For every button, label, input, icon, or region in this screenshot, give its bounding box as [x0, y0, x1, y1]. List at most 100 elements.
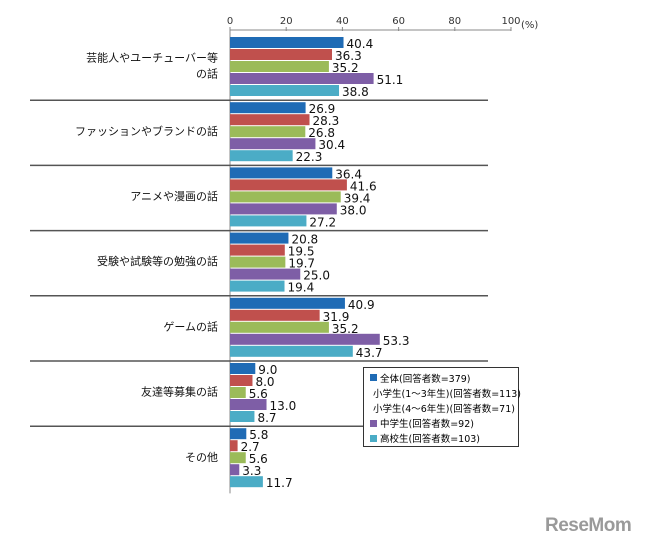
- legend-swatch: [370, 419, 377, 427]
- x-tick-label: 60: [392, 16, 405, 27]
- data-label: 19.4: [288, 281, 315, 295]
- legend-swatch: [370, 434, 377, 442]
- data-label: 5.8: [249, 428, 268, 442]
- data-label: 19.5: [288, 245, 315, 259]
- category-label: 芸能人やユーチューバー等: [86, 51, 218, 65]
- data-label: 13.0: [270, 399, 297, 413]
- data-label: 39.4: [344, 191, 371, 205]
- bar: [230, 73, 374, 84]
- bar: [230, 321, 329, 333]
- data-label: 26.9: [309, 102, 336, 116]
- data-label: 30.4: [318, 138, 345, 152]
- data-label: 3.3: [242, 464, 261, 478]
- data-label: 41.6: [350, 179, 377, 193]
- bar: [230, 399, 267, 410]
- data-label: 35.2: [332, 61, 359, 75]
- data-label: 36.3: [335, 49, 362, 63]
- bar: [230, 387, 246, 398]
- bar: [230, 114, 310, 126]
- data-label: 27.2: [309, 215, 336, 229]
- bar: [230, 126, 306, 138]
- bar: [230, 37, 344, 48]
- bar: [230, 203, 337, 215]
- bar: [230, 411, 255, 422]
- bar: [230, 167, 333, 179]
- data-label: 38.0: [340, 203, 367, 217]
- legend-label: 全体(回答者数=379): [380, 373, 471, 385]
- legend-label: 高校生(回答者数=103): [380, 434, 481, 446]
- data-label: 38.8: [342, 85, 369, 99]
- data-label: 9.0: [258, 363, 277, 377]
- bar: [230, 464, 240, 476]
- category-label: ファッションやブランドの話: [75, 124, 218, 138]
- bar: [230, 428, 247, 440]
- bar: [230, 268, 301, 280]
- category-label: 受験や試験等の勉強の話: [97, 254, 218, 268]
- unit-label: (%): [521, 20, 538, 31]
- bar: [230, 215, 307, 227]
- bar: [230, 85, 340, 96]
- legend-label: 小学生(4～6年生)(回答者数=71): [373, 403, 515, 415]
- data-label: 11.7: [266, 476, 293, 490]
- legend-label: 中学生(回答者数=92): [380, 419, 474, 431]
- data-label: 8.0: [255, 375, 274, 389]
- legend: 全体(回答者数=379) 小学生(1～3年生)(回答者数=113) 小学生(4～6年…: [363, 367, 521, 447]
- bar: [230, 179, 347, 191]
- bar: [230, 61, 329, 72]
- bar: [230, 345, 353, 357]
- data-label: 25.0: [303, 269, 330, 283]
- data-label: 53.3: [383, 334, 410, 348]
- bar: [230, 138, 316, 150]
- data-label: 31.9: [323, 310, 350, 324]
- legend-item: 全体(回答者数=379): [370, 370, 512, 385]
- bar: [230, 191, 341, 203]
- x-tick-label: 100: [501, 16, 520, 27]
- category-label: その他: [185, 451, 218, 464]
- bar: [230, 363, 256, 374]
- legend-item: 中学生(回答者数=92): [370, 416, 512, 431]
- bar: [230, 232, 289, 244]
- bar: [230, 375, 253, 386]
- legend-item: 小学生(4～6年生)(回答者数=71): [370, 400, 515, 415]
- bar: [230, 476, 263, 488]
- bar: [230, 49, 333, 60]
- category-label: 友達等募集の話: [141, 385, 218, 399]
- data-label: 2.7: [241, 440, 260, 454]
- bar: [230, 256, 286, 268]
- data-label: 51.1: [377, 73, 404, 87]
- data-label: 36.4: [335, 167, 362, 181]
- bar: [230, 440, 238, 452]
- data-label: 5.6: [249, 387, 268, 401]
- bar: [230, 244, 285, 256]
- bar: [230, 102, 306, 114]
- category-label: ゲームの話: [163, 319, 218, 333]
- bar: [230, 280, 285, 292]
- bar: [230, 333, 380, 345]
- data-label: 8.7: [257, 411, 276, 425]
- data-label: 19.7: [288, 257, 315, 271]
- legend-item: 小学生(1～3年生)(回答者数=113): [370, 385, 521, 400]
- data-label: 28.3: [313, 114, 340, 128]
- data-label: 35.2: [332, 322, 359, 336]
- data-label: 40.9: [348, 298, 375, 312]
- legend-swatch: [370, 374, 377, 382]
- x-tick-label: 20: [280, 16, 293, 27]
- bar: [230, 150, 293, 162]
- data-label: 20.8: [291, 233, 318, 247]
- data-label: 5.6: [249, 452, 268, 466]
- category-label: の話: [196, 67, 218, 81]
- x-tick-label: 40: [336, 16, 349, 27]
- logo: ReseMom: [545, 515, 632, 536]
- data-label: 40.4: [347, 37, 374, 51]
- data-label: 26.8: [308, 126, 335, 140]
- bar: [230, 452, 246, 464]
- x-tick-label: 80: [448, 16, 461, 27]
- legend-item: 高校生(回答者数=103): [370, 431, 512, 446]
- data-label: 22.3: [296, 150, 323, 164]
- data-label: 43.7: [356, 346, 383, 360]
- bar: [230, 309, 320, 321]
- category-label: アニメや漫画の話: [130, 189, 218, 203]
- legend-label: 小学生(1～3年生)(回答者数=113): [373, 388, 522, 400]
- x-tick-label: 0: [227, 16, 233, 27]
